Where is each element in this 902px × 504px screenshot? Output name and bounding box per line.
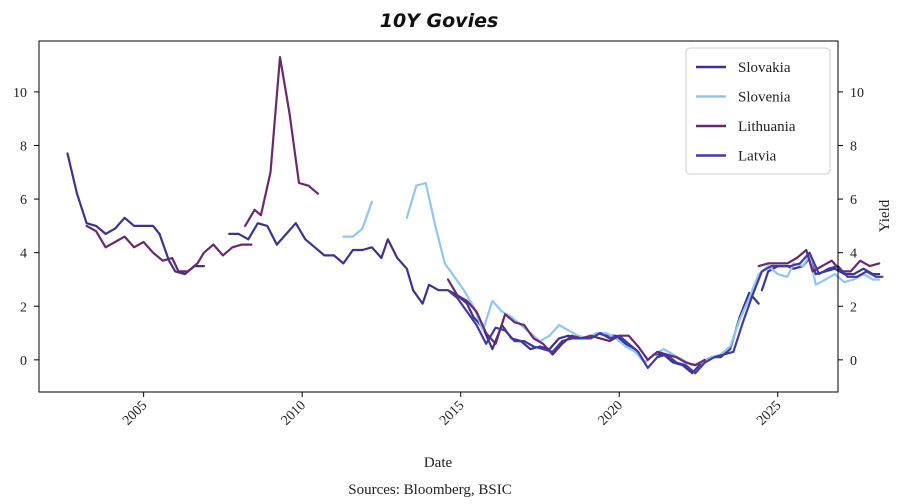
series-line-lithuania-3 bbox=[757, 248, 881, 273]
y2-tick-label-10: 10 bbox=[850, 86, 864, 101]
y-tick-label-4: 4 bbox=[20, 247, 27, 262]
source-note: Sources: Bloomberg, BSIC bbox=[348, 482, 511, 498]
series-line-slovenia-1 bbox=[405, 181, 881, 367]
y-axis-label: Yield bbox=[877, 199, 893, 232]
legend-label-slovenia: Slovenia bbox=[738, 90, 791, 106]
plot-lines bbox=[66, 55, 884, 375]
y-tick-label-10: 10 bbox=[13, 86, 27, 101]
legend: Slovakia Slovenia Lithuania Latvia bbox=[685, 47, 831, 175]
x-tick-label-2005: 2005 bbox=[120, 398, 150, 428]
legend-label-lithuania: Lithuania bbox=[738, 119, 796, 135]
series-line-lithuania-2 bbox=[446, 278, 706, 367]
y2-tick-label-0: 0 bbox=[850, 354, 857, 369]
y2-tick-label-6: 6 bbox=[850, 193, 857, 208]
chart-title: 10Y Govies bbox=[380, 10, 499, 32]
x-tick-label-2025: 2025 bbox=[754, 398, 784, 428]
y-tick-label-0: 0 bbox=[20, 354, 27, 369]
x-tick-label-2020: 2020 bbox=[596, 398, 626, 428]
y2-tick-label-2: 2 bbox=[850, 300, 857, 315]
y-axis-right: 0 2 4 6 8 10 bbox=[838, 86, 864, 369]
legend-label-slovakia: Slovakia bbox=[738, 60, 791, 76]
series-line-lithuania-0 bbox=[85, 224, 253, 273]
y-tick-label-8: 8 bbox=[20, 139, 27, 154]
series-line-slovakia-1 bbox=[228, 222, 760, 375]
y-tick-label-2: 2 bbox=[20, 300, 27, 315]
x-tick-label-2015: 2015 bbox=[437, 398, 467, 428]
legend-box bbox=[685, 47, 831, 175]
y-tick-label-6: 6 bbox=[20, 193, 27, 208]
series-line-slovenia-0 bbox=[342, 200, 373, 238]
x-axis-label: Date bbox=[424, 455, 453, 471]
series-line-slovakia-0 bbox=[66, 152, 205, 276]
x-axis: 2005 2010 2015 2020 2025 bbox=[120, 392, 785, 429]
y2-tick-label-4: 4 bbox=[850, 247, 857, 262]
legend-label-latvia: Latvia bbox=[738, 149, 777, 165]
series-line-latvia-0 bbox=[446, 251, 884, 375]
series-line-lithuania-1 bbox=[244, 55, 320, 227]
x-tick-label-2010: 2010 bbox=[279, 398, 309, 428]
y-axis-left: 0 2 4 6 8 10 bbox=[13, 86, 39, 369]
plot-frame bbox=[38, 40, 839, 393]
y2-tick-label-8: 8 bbox=[850, 139, 857, 154]
